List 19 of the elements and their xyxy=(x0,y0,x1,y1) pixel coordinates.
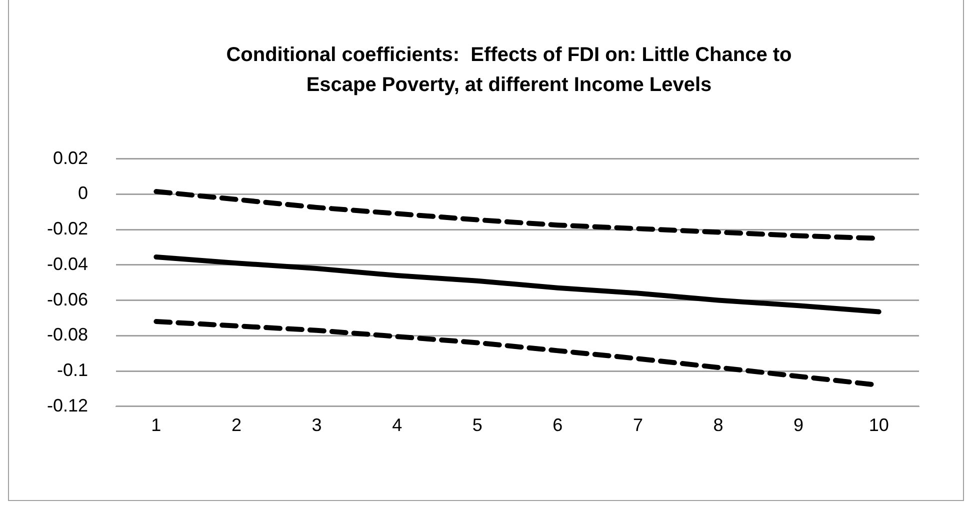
x-tick-label: 1 xyxy=(151,415,162,436)
y-tick-label: -0.06 xyxy=(46,289,88,310)
x-tick-label: 5 xyxy=(472,415,482,436)
y-tick-label: 0 xyxy=(78,183,88,204)
y-tick-label: -0.1 xyxy=(56,360,88,380)
chart-title: Conditional coefficients: Effects of FDI on: Little Chance to Escape Poverty, at different Income Levels xyxy=(225,43,793,98)
x-tick-label: 8 xyxy=(713,415,724,436)
x-tick-label: 2 xyxy=(231,415,242,436)
y-tick-label: -0.02 xyxy=(46,218,88,239)
x-tick-label: 7 xyxy=(632,415,643,436)
y-tick-label: -0.04 xyxy=(46,254,88,274)
x-tick-label: 9 xyxy=(794,415,804,436)
y-tick-label: 0.02 xyxy=(52,148,88,168)
y-tick-label: -0.12 xyxy=(46,395,88,416)
x-tick-label: 6 xyxy=(552,415,563,436)
x-tick-label: 3 xyxy=(312,415,322,436)
y-tick-label: -0.08 xyxy=(46,324,88,345)
x-tick-label: 4 xyxy=(392,415,402,436)
x-tick-label: 10 xyxy=(868,415,889,436)
